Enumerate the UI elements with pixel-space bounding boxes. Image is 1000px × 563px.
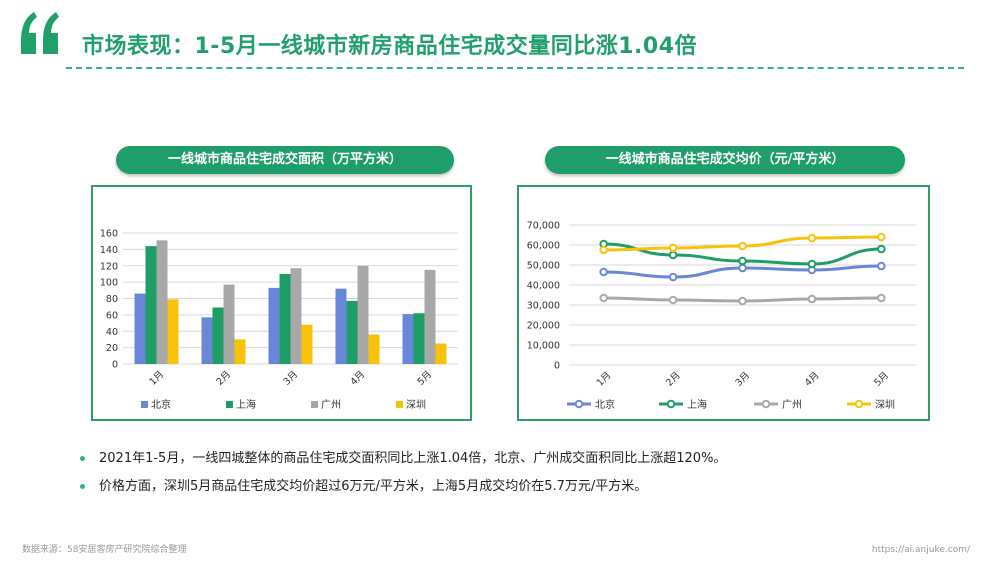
bar (279, 273, 291, 364)
y-tick-label: 20 (106, 343, 118, 354)
x-tick-label: 2月 (214, 369, 233, 388)
y-tick-label: 70,000 (527, 221, 560, 232)
bar-chart-title: 一线城市商品住宅成交面积（万平方米） (116, 146, 454, 174)
bar (167, 299, 179, 364)
line-chart-title: 一线城市商品住宅成交均价（元/平方米） (545, 146, 905, 174)
data-source: 数据来源：58安居客房产研究院综合整理 (22, 545, 187, 555)
data-point (738, 296, 747, 306)
legend-swatch (396, 401, 403, 408)
y-tick-label: 40 (106, 327, 118, 338)
y-tick-label: 120 (100, 261, 118, 272)
legend-marker (574, 399, 584, 409)
data-point (668, 243, 678, 253)
legend-label: 广州 (321, 399, 341, 411)
bar (368, 334, 380, 364)
data-point (877, 261, 886, 271)
bar (234, 339, 246, 364)
y-tick-label: 40,000 (527, 281, 560, 292)
bar (156, 240, 168, 364)
legend-swatch (141, 401, 148, 408)
x-tick-label: 1月 (595, 370, 614, 389)
x-tick-label: 5月 (872, 370, 891, 389)
legend-label: 深圳 (875, 399, 895, 411)
legend-marker (761, 399, 771, 409)
data-point (738, 263, 747, 273)
data-point (738, 241, 747, 251)
bar (301, 324, 313, 364)
title-divider (66, 67, 964, 69)
legend-label: 上海 (687, 398, 707, 411)
bar (134, 293, 146, 364)
x-tick-label: 1月 (147, 369, 166, 388)
summary-text: 价格方面，深圳5月商品住宅成交均价超过6万元/平方米，上海5月成交均价在5.7万… (99, 479, 648, 494)
y-tick-label: 60 (106, 310, 118, 321)
legend-label: 北京 (595, 398, 615, 411)
bar (290, 268, 302, 364)
bullet-icon (80, 484, 85, 489)
bar (201, 317, 213, 364)
y-tick-label: 30,000 (527, 301, 560, 312)
line-chart-panel: 0 10,000 20,000 30,000 40,000 50,000 60,000 70,… (517, 185, 930, 421)
data-point (877, 293, 886, 303)
x-tick-label: 4月 (348, 369, 367, 388)
legend-label: 北京 (151, 398, 171, 411)
y-tick-label: 80 (106, 294, 118, 305)
y-tick-label: 160 (100, 229, 118, 240)
website-url: https://ai.anjuke.com/ (871, 545, 970, 555)
bar (413, 313, 425, 364)
legend-label: 上海 (236, 398, 256, 411)
data-point (599, 293, 608, 303)
bar (145, 246, 157, 364)
data-point (599, 267, 608, 277)
y-tick-label: 0 (554, 361, 560, 372)
bar (335, 288, 347, 364)
legend-marker (854, 399, 864, 409)
page-title: 市场表现：1-5月一线城市新房商品住宅成交量同比涨1.04倍 (82, 34, 698, 59)
bar-chart-panel: 0 20 40 60 80 100 120 140 160 1月 2月 3月 4月 5月北京 上海 广州 深圳 (91, 185, 472, 421)
y-tick-label: 0 (112, 360, 118, 371)
data-point (877, 244, 886, 254)
legend-marker (666, 399, 676, 409)
legend-swatch (311, 401, 318, 408)
y-tick-label: 20,000 (527, 321, 560, 332)
data-point (877, 232, 886, 242)
legend-label: 深圳 (406, 399, 426, 411)
data-point (807, 259, 817, 269)
y-tick-label: 10,000 (527, 341, 560, 352)
data-point (599, 245, 608, 255)
bar (424, 269, 436, 364)
y-tick-label: 50,000 (527, 261, 560, 272)
bar (402, 314, 414, 364)
bar (357, 265, 369, 364)
bar (212, 307, 224, 364)
bullet-icon (80, 456, 85, 461)
x-tick-label: 2月 (664, 370, 683, 389)
line-chart: 0 10,000 20,000 30,000 40,000 50,000 60,000 70,… (527, 221, 916, 411)
data-point (668, 272, 678, 282)
y-tick-label: 60,000 (527, 241, 560, 252)
x-tick-label: 5月 (415, 369, 434, 388)
data-point (807, 294, 817, 304)
summary-item: 2021年1-5月，一线四城整体的商品住宅成交面积同比上涨1.04倍，北京、广州… (80, 449, 960, 469)
bar (346, 300, 358, 364)
summary-text: 2021年1-5月，一线四城整体的商品住宅成交面积同比上涨1.04倍，北京、广州… (99, 451, 727, 466)
data-point (807, 233, 817, 243)
data-point (668, 295, 678, 305)
summary-item: 价格方面，深圳5月商品住宅成交均价超过6万元/平方米，上海5月成交均价在5.7万… (80, 477, 960, 497)
bar (223, 284, 235, 364)
x-tick-label: 3月 (733, 370, 752, 389)
bar (435, 343, 447, 364)
data-point (738, 256, 747, 266)
data-point (668, 250, 678, 260)
legend-label: 广州 (782, 399, 802, 411)
legend-swatch (226, 401, 233, 408)
y-tick-label: 100 (100, 278, 118, 289)
x-tick-label: 4月 (803, 370, 822, 389)
summary-list: 2021年1-5月，一线四城整体的商品住宅成交面积同比上涨1.04倍，北京、广州… (80, 449, 960, 505)
quote-icon (21, 12, 59, 54)
bar (268, 287, 280, 364)
y-tick-label: 140 (100, 245, 118, 256)
x-tick-label: 3月 (281, 369, 300, 388)
